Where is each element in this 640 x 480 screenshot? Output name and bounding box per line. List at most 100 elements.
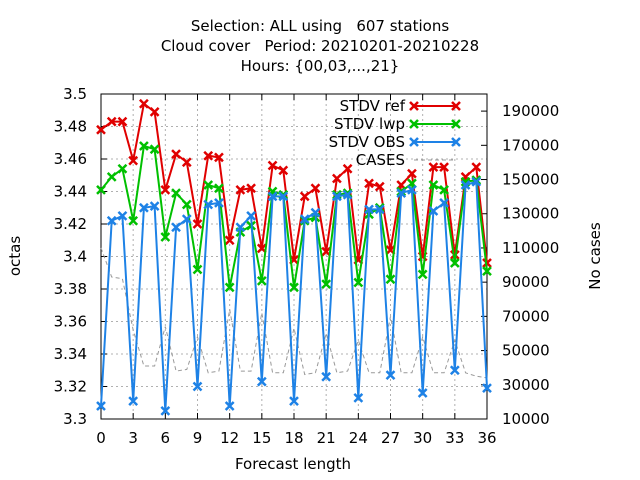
data-point-stdv-obs xyxy=(417,388,428,398)
x-tick-label: 6 xyxy=(161,429,171,447)
data-point-stdv-obs xyxy=(289,396,299,407)
data-point-stdv-obs xyxy=(139,202,149,213)
y-tick-label: 3.46 xyxy=(54,150,87,168)
x-tick-label: 21 xyxy=(317,429,336,447)
y-tick-label: 3.3 xyxy=(63,410,87,428)
y-tick-label: 3.42 xyxy=(54,215,87,233)
data-point-stdv-obs xyxy=(364,204,374,215)
data-point-stdv-ref xyxy=(128,155,139,166)
data-point-stdv-obs xyxy=(299,214,310,225)
data-point-stdv-ref xyxy=(117,116,128,127)
y2-tick-label: 130000 xyxy=(502,205,559,223)
data-point-stdv-obs xyxy=(278,191,289,202)
data-point-stdv-obs xyxy=(460,180,471,190)
data-point-stdv-ref xyxy=(278,165,289,176)
legend-label-cases: CASES xyxy=(356,151,405,169)
x-tick-label: 3 xyxy=(128,429,138,447)
data-point-stdv-lwp xyxy=(149,144,160,155)
chart-title-line-1: Selection: ALL using 607 stations xyxy=(190,17,450,35)
data-point-stdv-ref xyxy=(439,162,449,173)
legend-marker-stdv-ref xyxy=(451,101,461,111)
data-point-stdv-lwp xyxy=(385,274,396,285)
data-point-stdv-lwp xyxy=(417,269,428,280)
y-tick-label: 3.34 xyxy=(54,345,87,363)
data-point-stdv-ref xyxy=(235,184,246,195)
y-tick-label: 3.4 xyxy=(63,248,87,266)
data-point-stdv-lwp xyxy=(439,184,449,195)
data-point-stdv-obs xyxy=(224,401,235,411)
data-point-stdv-obs xyxy=(96,401,106,411)
y2-tick-label: 190000 xyxy=(502,102,559,120)
y2-tick-label: 170000 xyxy=(502,136,559,154)
data-point-stdv-ref xyxy=(214,152,224,163)
data-point-stdv-ref xyxy=(267,160,278,171)
data-point-stdv-obs xyxy=(171,222,181,233)
data-point-stdv-obs xyxy=(353,392,364,403)
data-point-stdv-ref xyxy=(364,178,374,189)
data-point-stdv-ref xyxy=(342,163,353,174)
data-point-stdv-lwp xyxy=(160,232,171,242)
data-point-stdv-lwp xyxy=(449,258,460,268)
data-point-stdv-obs xyxy=(471,176,482,187)
data-point-stdv-obs xyxy=(449,365,460,376)
y2-tick-label: 50000 xyxy=(502,342,550,360)
y-tick-label: 3.5 xyxy=(63,85,87,103)
data-point-stdv-obs xyxy=(160,405,171,416)
data-point-stdv-ref xyxy=(449,249,460,260)
data-point-stdv-ref xyxy=(471,162,482,173)
data-point-stdv-obs xyxy=(428,206,439,216)
x-tick-label: 0 xyxy=(96,429,106,447)
series-line-cases xyxy=(100,247,488,379)
data-point-stdv-obs xyxy=(117,210,128,221)
data-point-stdv-lwp xyxy=(321,279,332,290)
legend-marker-stdv-lwp xyxy=(451,119,461,129)
y2-tick-label: 110000 xyxy=(502,239,559,257)
data-point-stdv-lwp xyxy=(256,275,267,286)
x-tick-label: 36 xyxy=(477,429,496,447)
data-point-stdv-obs xyxy=(256,376,267,387)
data-point-stdv-ref xyxy=(160,184,171,195)
data-point-stdv-ref xyxy=(171,149,181,160)
y2-tick-label: 10000 xyxy=(502,410,550,428)
data-point-stdv-ref xyxy=(224,235,235,246)
data-point-stdv-ref xyxy=(246,183,256,194)
data-point-stdv-lwp xyxy=(224,282,235,293)
legend-label-stdv-obs: STDV OBS xyxy=(329,133,405,151)
x-tick-label: 12 xyxy=(220,429,239,447)
data-point-stdv-ref xyxy=(310,183,321,194)
y-tick-label: 3.32 xyxy=(54,378,87,396)
data-point-stdv-lwp xyxy=(96,184,106,195)
legend-marker-stdv-obs xyxy=(451,137,461,147)
data-point-stdv-obs xyxy=(482,383,492,394)
data-point-stdv-obs xyxy=(246,210,256,221)
data-point-stdv-obs xyxy=(439,197,449,208)
x-tick-label: 18 xyxy=(284,429,303,447)
x-axis-label: Forecast length xyxy=(234,455,352,473)
data-point-stdv-obs xyxy=(149,201,160,212)
legend-label-stdv-ref: STDV ref xyxy=(340,97,406,115)
data-point-stdv-lwp xyxy=(106,171,117,182)
x-tick-label: 15 xyxy=(252,429,271,447)
y-tick-label: 3.36 xyxy=(54,313,87,331)
x-tick-label: 9 xyxy=(193,429,203,447)
data-point-stdv-obs xyxy=(106,215,117,226)
x-tick-label: 27 xyxy=(381,429,400,447)
data-point-stdv-ref xyxy=(106,116,117,127)
data-point-stdv-lwp xyxy=(171,188,181,199)
data-point-stdv-lwp xyxy=(203,180,214,190)
data-point-stdv-lwp xyxy=(192,264,203,275)
series-line-stdv-lwp xyxy=(100,144,488,288)
y-tick-label: 3.48 xyxy=(54,118,87,136)
data-point-stdv-lwp xyxy=(139,141,149,151)
data-point-stdv-ref xyxy=(139,98,149,109)
y-tick-label: 3.38 xyxy=(54,280,87,298)
y-tick-label: 3.44 xyxy=(54,183,87,201)
legend-label-stdv-lwp: STDV lwp xyxy=(334,115,405,133)
data-point-stdv-lwp xyxy=(128,215,139,226)
data-point-stdv-obs xyxy=(321,371,332,382)
data-point-stdv-lwp xyxy=(428,180,439,190)
data-point-stdv-obs xyxy=(385,370,396,381)
legend-marker-stdv-obs xyxy=(409,137,419,147)
